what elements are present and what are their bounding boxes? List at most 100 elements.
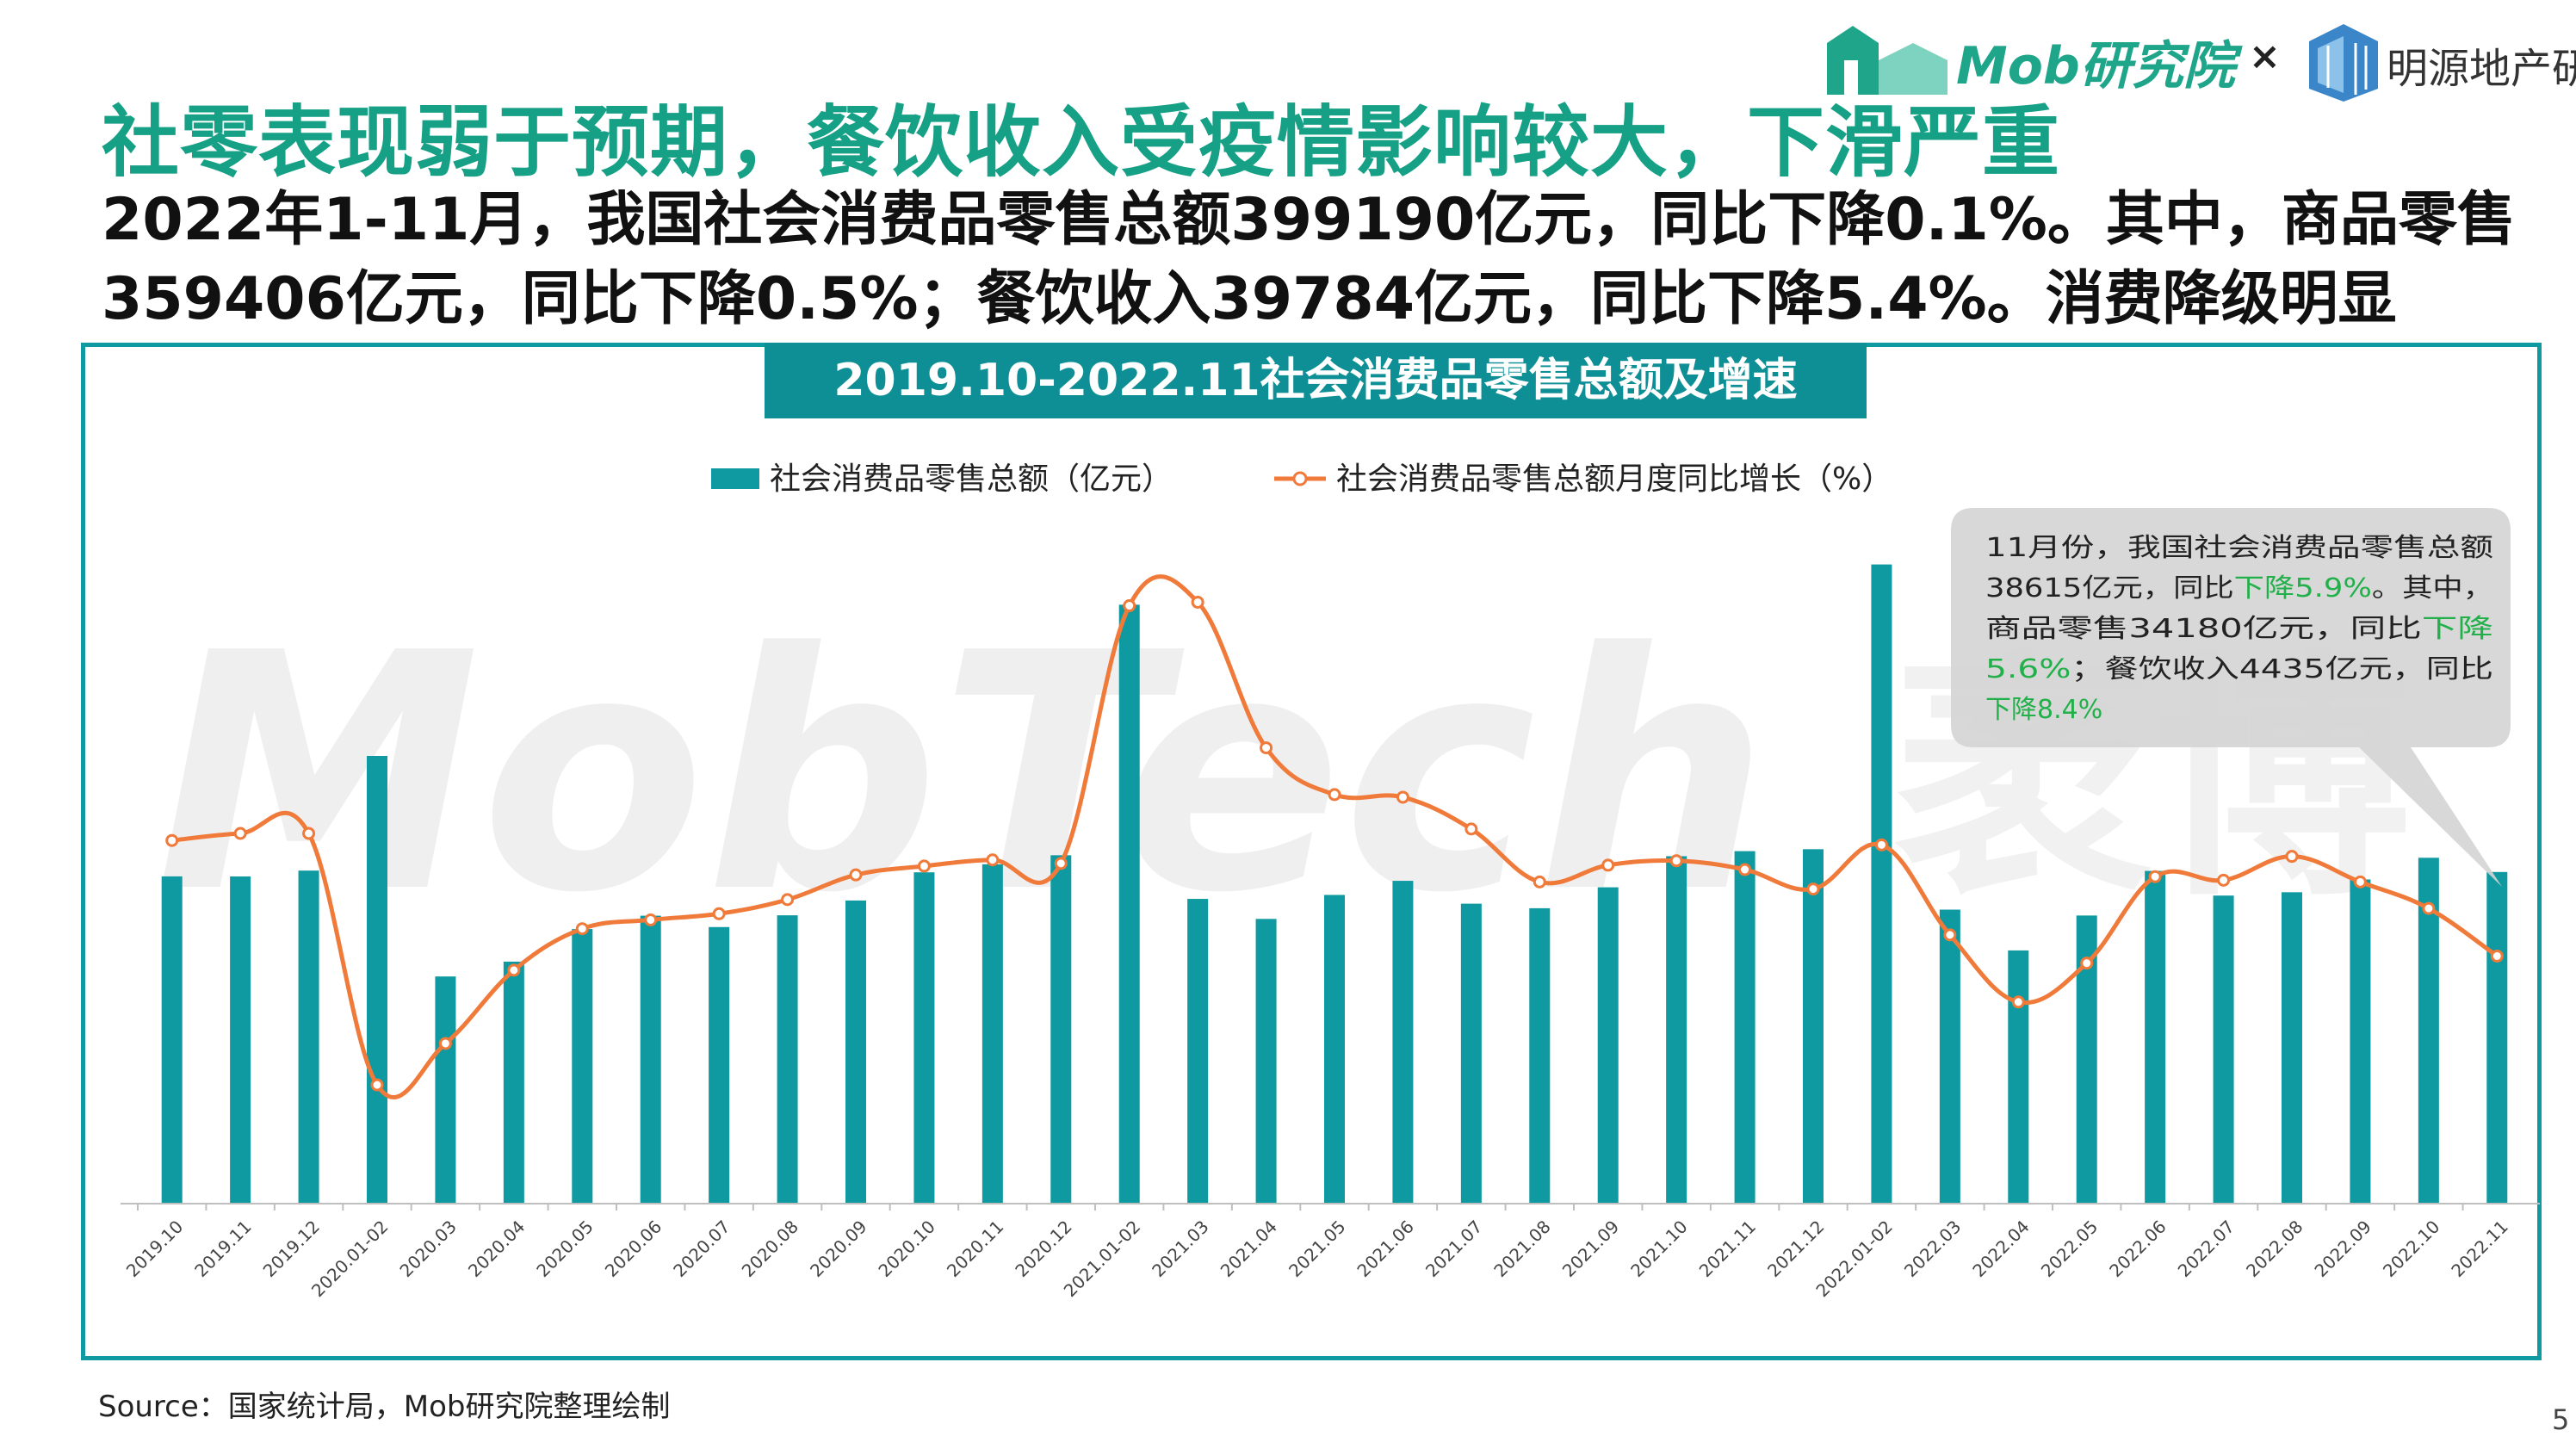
- x-tick-label: 2022.11: [2447, 1217, 2511, 1281]
- bar-2020.12: [1050, 855, 1072, 1204]
- x-tick-label: 2022.05: [2037, 1217, 2102, 1281]
- callout-highlight: 下降: [2422, 614, 2493, 644]
- bar-2020.01-02: [367, 756, 387, 1204]
- x-tick-label: 2021.04: [1217, 1217, 1281, 1281]
- growth-point-2022.03: [1943, 928, 1957, 942]
- growth-point-2021.05: [1328, 788, 1341, 802]
- growth-point-2022.09: [2353, 875, 2367, 889]
- growth-point-2020.04: [507, 963, 521, 977]
- callout-line: 11月份，我国社会消费品零售总额: [1985, 533, 2493, 563]
- growth-point-2022.11: [2490, 949, 2504, 963]
- bar-2020.03: [435, 976, 456, 1204]
- bar-2021.04: [1255, 919, 1277, 1204]
- growth-point-2022.08: [2285, 850, 2299, 864]
- growth-point-2020.05: [575, 922, 589, 936]
- growth-point-2020.07: [712, 907, 726, 920]
- callout-highlight: 下降8.4%: [1985, 695, 2102, 725]
- x-tick-label: 2020.04: [464, 1217, 529, 1281]
- callout-highlight: 5.6%: [1985, 654, 2071, 684]
- growth-point-2021.01-02: [1123, 599, 1136, 613]
- x-tick-label: 2021.09: [1558, 1217, 1623, 1281]
- bar-2022.09: [2350, 879, 2371, 1204]
- bar-2020.11: [981, 864, 1003, 1204]
- growth-point-2020.10: [917, 859, 931, 873]
- growth-point-2021.03: [1191, 595, 1204, 609]
- x-tick-label: 2022.09: [2311, 1217, 2375, 1281]
- callout-line: 商品零售34180亿元，同比 下降: [1985, 614, 2493, 644]
- x-tick-label: 2022.06: [2105, 1217, 2170, 1281]
- bar-2019.11: [230, 876, 251, 1204]
- x-tick-label: 2021.08: [1489, 1217, 1554, 1281]
- bar-2021.12: [1803, 849, 1824, 1204]
- bar-2021.10: [1666, 856, 1687, 1204]
- x-tick-label: 2020.05: [532, 1217, 597, 1281]
- growth-point-2021.04: [1260, 741, 1273, 755]
- chart-title: 2019.10-2022.11社会消费品零售总额及增速: [765, 343, 1867, 418]
- legend-bar-label: 社会消费品零售总额（亿元）: [770, 461, 1173, 497]
- logo-separator: ×: [2249, 34, 2281, 78]
- source-note: Source：国家统计局，Mob研究院整理绘制: [98, 1390, 671, 1424]
- x-tick-label: 2019.12: [259, 1217, 324, 1281]
- bar-2022.11: [2486, 871, 2508, 1204]
- callout-highlight: 下降5.9%: [2234, 573, 2372, 604]
- x-tick-label: 2022.08: [2242, 1217, 2307, 1281]
- bar-2021.09: [1597, 887, 1619, 1204]
- growth-point-2020.12: [1054, 857, 1068, 870]
- x-tick-label: 2019.10: [122, 1217, 187, 1281]
- x-tick-label: 2020.11: [943, 1217, 1007, 1281]
- growth-point-2019.10: [165, 833, 179, 847]
- bar-2020.06: [640, 915, 661, 1204]
- x-tick-label: 2021.12: [1763, 1217, 1828, 1281]
- growth-point-2020.01-02: [370, 1078, 384, 1092]
- callout-text: ；餐饮收入4435亿元，同比: [2071, 654, 2493, 684]
- x-tick-label: 2021.03: [1148, 1217, 1212, 1281]
- page-number: 5: [2552, 1403, 2570, 1436]
- growth-point-2019.11: [233, 827, 247, 840]
- watermark-text: MobTech: [155, 583, 1769, 964]
- bar-2022.06: [2145, 870, 2166, 1204]
- bar-2022.07: [2213, 895, 2234, 1204]
- x-tick-label: 2019.11: [190, 1217, 255, 1281]
- growth-point-2021.08: [1533, 875, 1546, 889]
- growth-point-2021.12: [1806, 882, 1820, 896]
- legend-line-marker: [1292, 471, 1308, 486]
- bar-2021.01-02: [1118, 604, 1140, 1204]
- x-tick-label: 2021.11: [1695, 1217, 1760, 1281]
- growth-point-2022.07: [2217, 873, 2231, 887]
- x-tick-label: 2021.10: [1626, 1217, 1691, 1281]
- mob-logo-icon: [1827, 26, 1947, 95]
- mob-logo-text: Mob研究院: [1956, 36, 2235, 96]
- growth-point-2020.08: [781, 893, 795, 907]
- bar-2021.05: [1324, 895, 1345, 1204]
- bar-2022.10: [2418, 858, 2439, 1204]
- bar-2020.08: [777, 915, 798, 1204]
- x-tick-label: 2020.10: [875, 1217, 939, 1281]
- growth-point-2019.12: [302, 827, 316, 840]
- callout-text: 38615亿元，同比: [1985, 573, 2234, 604]
- bar-2019.10: [161, 876, 183, 1204]
- growth-point-2022.10: [2422, 901, 2436, 915]
- growth-point-2020.03: [438, 1037, 452, 1050]
- x-tick-label: 2020.09: [806, 1217, 870, 1281]
- growth-point-2021.06: [1396, 790, 1409, 804]
- x-tick-label: 2022.10: [2379, 1217, 2443, 1281]
- legend-line-label: 社会消费品零售总额月度同比增长（%）: [1336, 461, 1892, 497]
- bar-2019.12: [298, 870, 319, 1204]
- x-tick-label: 2021.07: [1421, 1217, 1486, 1281]
- bar-2021.07: [1460, 903, 1482, 1204]
- growth-point-2021.09: [1601, 858, 1615, 872]
- mingyuan-logo-icon: [2309, 24, 2378, 102]
- bar-2020.09: [845, 900, 866, 1204]
- x-tick-label: 2020.07: [669, 1217, 734, 1281]
- callout-line: 38615亿元，同比 下降5.9% 。其中，: [1985, 573, 2493, 604]
- x-tick-label: 2020.12: [1011, 1217, 1075, 1281]
- x-tick-label: 2022.04: [1968, 1217, 2033, 1281]
- growth-point-2022.01-02: [1874, 838, 1888, 851]
- bar-2022.01-02: [1871, 564, 1892, 1204]
- callout-text: 。其中，: [2372, 573, 2493, 604]
- growth-point-2020.06: [644, 913, 658, 926]
- callout-text: 商品零售34180亿元，同比: [1985, 614, 2422, 644]
- bar-2021.03: [1187, 899, 1209, 1204]
- logo-area: Mob研究院 × 明源地产研究院: [1827, 15, 2576, 110]
